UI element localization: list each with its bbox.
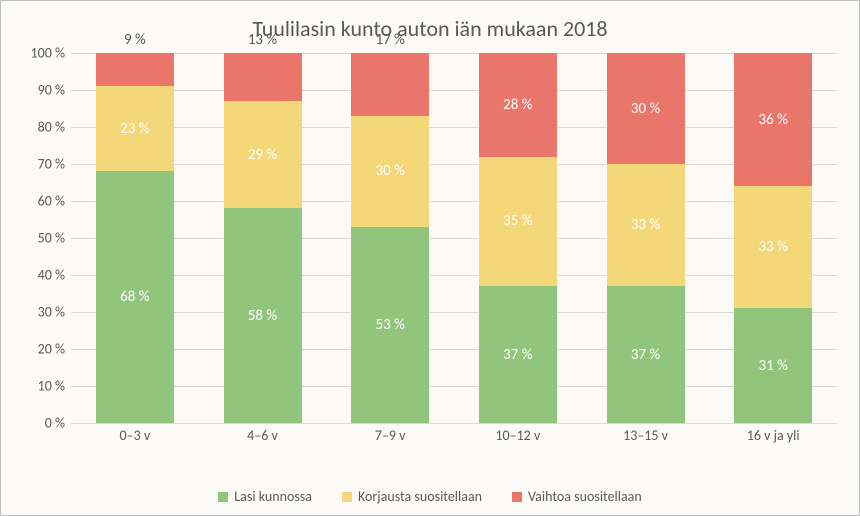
x-axis-labels: 0–3 v4–6 v7–9 v10–12 v13–15 v16 v ja yli (71, 427, 837, 444)
bar-segment-korjaus: 30 % (351, 116, 429, 227)
segment-label: 17 % (376, 31, 405, 49)
segment-label: 23 % (120, 120, 149, 138)
y-tick-label: 80 % (19, 119, 65, 136)
legend-item: Vaihtoa suositellaan (512, 488, 642, 505)
x-tick-label: 4–6 v (199, 427, 327, 444)
chart-container: Tuulilasin kunto auton iän mukaan 2018 0… (0, 0, 860, 516)
bars-group: 68 %23 %9 %58 %29 %13 %53 %30 %17 %37 %3… (71, 53, 837, 423)
legend-label: Vaihtoa suositellaan (528, 488, 642, 505)
stacked-bar: 31 % 33 % 36 % (734, 53, 812, 423)
bar-segment-vaihto: 28 % (479, 53, 557, 157)
bar-slot: 37 % 33 % 30 % (582, 53, 710, 423)
bar-segment-vaihto: 17 % (351, 53, 429, 116)
stacked-bar: 68 % 23 % 9 % (96, 53, 174, 423)
legend-label: Lasi kunnossa (234, 488, 312, 505)
segment-label: 13 % (248, 31, 277, 49)
bar-slot: 31 % 33 % 36 % (709, 53, 837, 423)
segment-label: 33 % (631, 216, 660, 234)
bar-segment-korjaus: 33 % (734, 186, 812, 308)
y-tick-label: 90 % (19, 82, 65, 99)
y-tick-label: 30 % (19, 304, 65, 321)
segment-label: 58 % (248, 307, 277, 325)
bar-slot: 53 % 30 % 17 % (326, 53, 454, 423)
bar-segment-vaihto: 13 % (224, 53, 302, 101)
segment-label: 30 % (376, 162, 405, 180)
bar-segment-korjaus: 29 % (224, 101, 302, 208)
bar-segment-kunnossa: 37 % (607, 286, 685, 423)
segment-label: 37 % (631, 346, 660, 364)
y-tick-label: 10 % (19, 378, 65, 395)
bar-segment-kunnossa: 53 % (351, 227, 429, 423)
bar-segment-vaihto: 9 % (96, 53, 174, 86)
bar-segment-kunnossa: 58 % (224, 208, 302, 423)
legend-swatch (218, 492, 228, 502)
segment-label: 31 % (759, 357, 788, 375)
segment-label: 53 % (376, 316, 405, 334)
segment-label: 28 % (503, 96, 532, 114)
segment-label: 36 % (759, 111, 788, 129)
segment-label: 9 % (124, 31, 146, 49)
bar-segment-korjaus: 33 % (607, 164, 685, 286)
segment-label: 37 % (503, 346, 532, 364)
legend-item: Lasi kunnossa (218, 488, 312, 505)
y-tick-label: 40 % (19, 267, 65, 284)
bar-segment-kunnossa: 37 % (479, 286, 557, 423)
segment-label: 35 % (503, 212, 532, 230)
bar-slot: 68 % 23 % 9 % (71, 53, 199, 423)
bar-segment-korjaus: 35 % (479, 157, 557, 287)
legend-swatch (342, 492, 352, 502)
y-tick-label: 60 % (19, 193, 65, 210)
bar-slot: 37 % 35 % 28 % (454, 53, 582, 423)
x-tick-label: 13–15 v (582, 427, 710, 444)
stacked-bar: 37 % 33 % 30 % (607, 53, 685, 423)
bar-segment-vaihto: 36 % (734, 53, 812, 186)
bar-segment-vaihto: 30 % (607, 53, 685, 164)
plot-area: 0 %10 %20 %30 %40 %50 %60 %70 %80 %90 %1… (71, 53, 837, 423)
y-tick-label: 20 % (19, 341, 65, 358)
y-tick-label: 70 % (19, 156, 65, 173)
segment-label: 30 % (631, 100, 660, 118)
segment-label: 29 % (248, 146, 277, 164)
y-tick-label: 100 % (19, 45, 65, 62)
bar-segment-korjaus: 23 % (96, 86, 174, 171)
bar-slot: 58 % 29 % 13 % (199, 53, 327, 423)
x-tick-label: 7–9 v (326, 427, 454, 444)
stacked-bar: 58 % 29 % 13 % (224, 53, 302, 423)
y-tick-label: 0 % (19, 415, 65, 432)
stacked-bar: 53 % 30 % 17 % (351, 53, 429, 423)
legend-swatch (512, 492, 522, 502)
x-tick-label: 0–3 v (71, 427, 199, 444)
legend: Lasi kunnossa Korjausta suositellaan Vaiht… (1, 488, 859, 505)
legend-item: Korjausta suositellaan (342, 488, 482, 505)
x-tick-label: 10–12 v (454, 427, 582, 444)
bar-segment-kunnossa: 68 % (96, 171, 174, 423)
segment-label: 33 % (759, 238, 788, 256)
y-tick-label: 50 % (19, 230, 65, 247)
segment-label: 68 % (120, 288, 149, 306)
x-tick-label: 16 v ja yli (709, 427, 837, 444)
bar-segment-kunnossa: 31 % (734, 308, 812, 423)
stacked-bar: 37 % 35 % 28 % (479, 53, 557, 423)
gridline (71, 423, 837, 424)
legend-label: Korjausta suositellaan (358, 488, 482, 505)
